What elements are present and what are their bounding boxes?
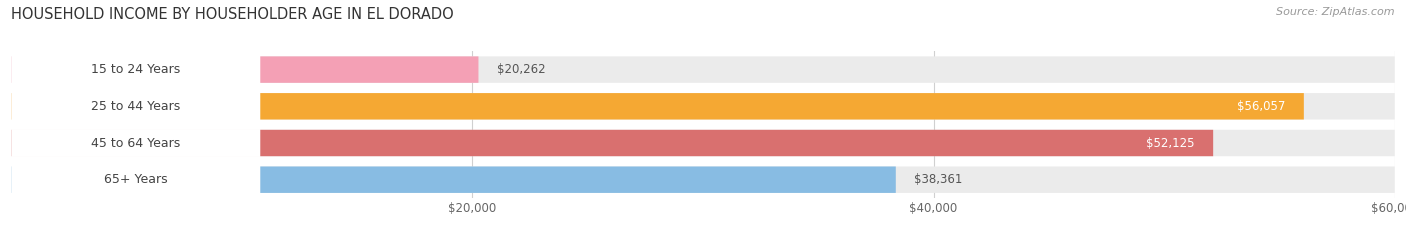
FancyBboxPatch shape — [11, 167, 1395, 193]
FancyBboxPatch shape — [11, 93, 1303, 120]
FancyBboxPatch shape — [11, 56, 260, 84]
FancyBboxPatch shape — [11, 166, 260, 194]
FancyBboxPatch shape — [11, 56, 478, 83]
FancyBboxPatch shape — [11, 129, 260, 157]
Text: $20,262: $20,262 — [496, 63, 546, 76]
Text: $38,361: $38,361 — [914, 173, 963, 186]
FancyBboxPatch shape — [11, 167, 896, 193]
Text: 45 to 64 Years: 45 to 64 Years — [91, 137, 180, 150]
FancyBboxPatch shape — [11, 130, 1213, 156]
FancyBboxPatch shape — [11, 56, 1395, 83]
FancyBboxPatch shape — [11, 130, 1395, 156]
Text: $56,057: $56,057 — [1237, 100, 1285, 113]
Text: 65+ Years: 65+ Years — [104, 173, 167, 186]
Text: HOUSEHOLD INCOME BY HOUSEHOLDER AGE IN EL DORADO: HOUSEHOLD INCOME BY HOUSEHOLDER AGE IN E… — [11, 7, 454, 22]
Text: $52,125: $52,125 — [1146, 137, 1195, 150]
FancyBboxPatch shape — [11, 92, 260, 120]
Text: 15 to 24 Years: 15 to 24 Years — [91, 63, 180, 76]
Text: Source: ZipAtlas.com: Source: ZipAtlas.com — [1277, 7, 1395, 17]
FancyBboxPatch shape — [11, 93, 1395, 120]
Text: 25 to 44 Years: 25 to 44 Years — [91, 100, 180, 113]
